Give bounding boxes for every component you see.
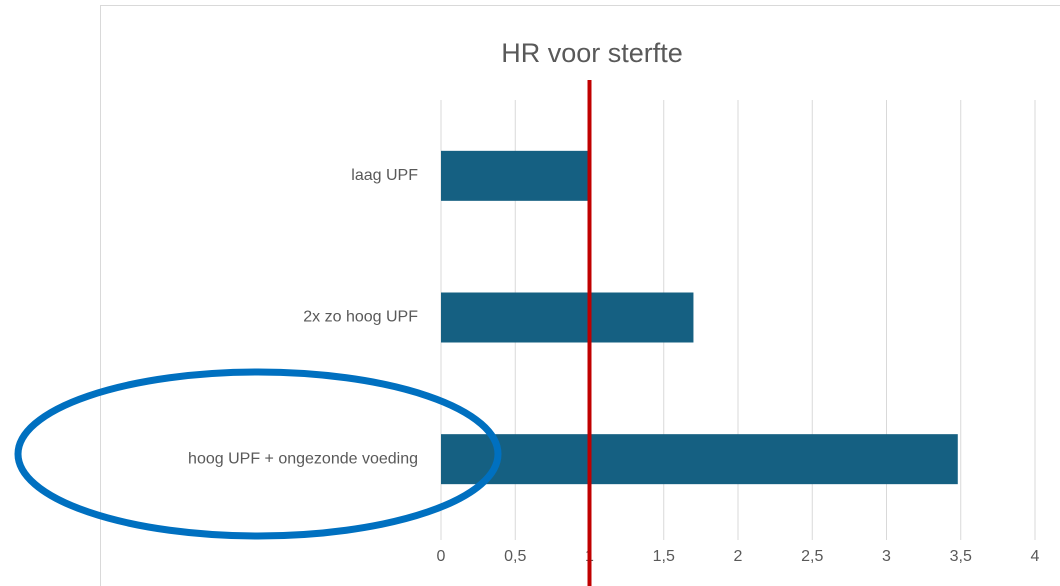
- y-tick-label: 2x zo hoog UPF: [303, 309, 418, 326]
- x-tick-label: 4: [1031, 548, 1040, 565]
- y-tick-label: hoog UPF + ongezonde voeding: [188, 450, 418, 467]
- x-tick-label: 1,5: [653, 548, 675, 565]
- bar: [441, 292, 694, 343]
- bar: [441, 434, 958, 485]
- x-tick-label: 3,5: [950, 548, 972, 565]
- bar: [441, 150, 590, 201]
- highlight-ellipse: [14, 368, 502, 540]
- y-tick-label: laag UPF: [351, 167, 418, 184]
- x-tick-label: 0: [437, 548, 446, 565]
- x-tick-label: 2: [734, 548, 743, 565]
- chart-title: HR voor sterfte: [501, 38, 683, 68]
- x-tick-label: 2,5: [801, 548, 823, 565]
- bars: laag UPF 2x zo hoog UPF hoog UPF + ongezon…: [188, 150, 958, 485]
- x-tick-label: 3: [882, 548, 891, 565]
- x-tick-label: 0,5: [504, 548, 526, 565]
